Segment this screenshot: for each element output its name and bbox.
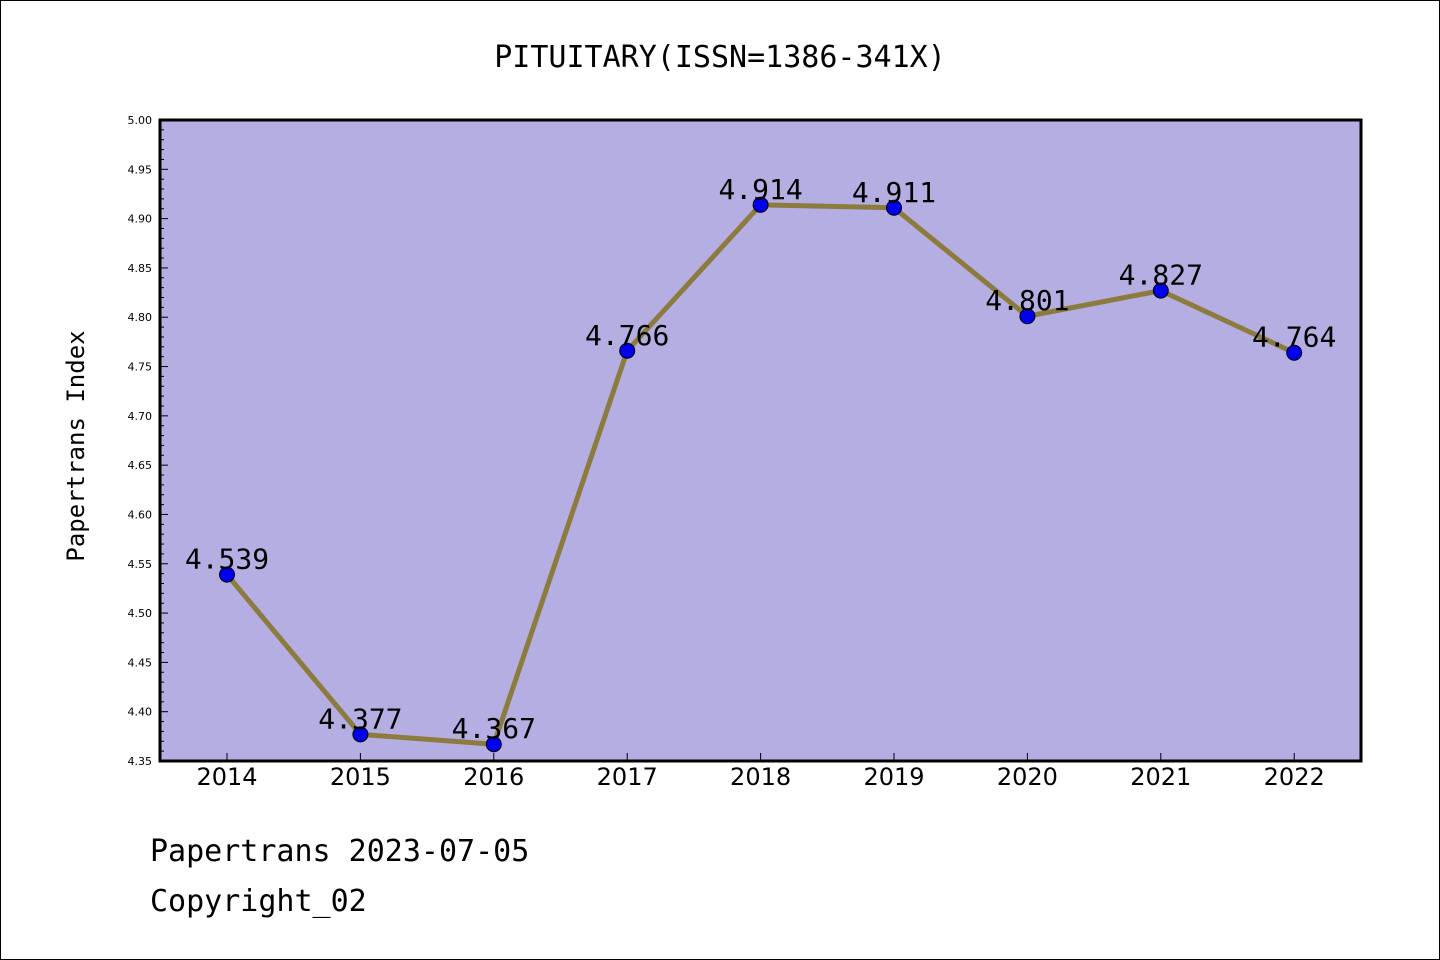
- x-tick-label: 2017: [597, 763, 658, 791]
- y-tick-label: 5.00: [128, 114, 153, 127]
- y-tick-label: 4.75: [128, 361, 153, 374]
- data-point: [619, 342, 636, 359]
- data-label: 4.367: [452, 712, 536, 745]
- y-axis-label: Papertrans Index: [62, 330, 90, 561]
- y-tick-label: 4.35: [128, 755, 153, 768]
- y-tick-label: 4.40: [128, 706, 153, 719]
- y-tick-label: 4.85: [128, 262, 153, 275]
- x-tick-label: 2019: [863, 763, 924, 791]
- x-tick-label: 2020: [997, 763, 1058, 791]
- y-tick-label: 4.70: [128, 410, 153, 423]
- data-point: [1152, 282, 1169, 299]
- x-tick-label: 2022: [1264, 763, 1325, 791]
- data-label: 4.539: [185, 543, 269, 576]
- data-point: [352, 726, 369, 743]
- footer-date-credit: Papertrans 2023-07-05: [150, 834, 530, 869]
- data-labels: 4.539 4.377 4.367 4.766 4.914 4.911 4.801 4.827…: [185, 173, 1336, 745]
- data-label: 4.377: [318, 702, 402, 735]
- data-point: [1286, 344, 1303, 361]
- y-tick-label: 4.50: [128, 607, 153, 620]
- data-point: [485, 736, 502, 753]
- x-axis: 2014 2015 2016 2017 2018 2019 2020 2021 2022: [196, 753, 1325, 791]
- y-tick-label: 4.80: [128, 311, 153, 324]
- x-tick-label: 2016: [463, 763, 524, 791]
- footer-copyright: Copyright_02: [150, 884, 367, 919]
- y-tick-label: 4.95: [128, 163, 153, 176]
- x-tick-label: 2018: [730, 763, 791, 791]
- data-point: [886, 199, 902, 216]
- y-tick-label: 4.55: [128, 558, 153, 571]
- x-tick-label: 2014: [196, 763, 257, 791]
- y-tick-label: 4.60: [128, 508, 153, 521]
- data-label: 4.766: [585, 319, 669, 352]
- data-label: 4.914: [718, 173, 802, 206]
- chart-title: PITUITARY(ISSN=1386-341X): [494, 40, 946, 75]
- y-tick-label: 4.45: [128, 656, 153, 669]
- data-label: 4.801: [985, 284, 1069, 317]
- data-points: [219, 196, 1303, 753]
- data-point: [1019, 308, 1036, 325]
- y-tick-label: 4.90: [128, 213, 153, 226]
- data-label: 4.827: [1119, 259, 1203, 292]
- data-point: [752, 196, 769, 213]
- data-point: [219, 566, 235, 583]
- y-axis: 4.35 4.40 4.45 4.50 4.55 4.60 4.65 4.70 4.75 4.80…: [128, 114, 168, 768]
- x-tick-label: 2015: [330, 763, 391, 791]
- data-label: 4.764: [1252, 321, 1336, 354]
- x-tick-label: 2021: [1130, 763, 1191, 791]
- plot-area: [158, 118, 1363, 763]
- data-label: 4.911: [852, 176, 936, 209]
- y-tick-label: 4.65: [128, 459, 153, 472]
